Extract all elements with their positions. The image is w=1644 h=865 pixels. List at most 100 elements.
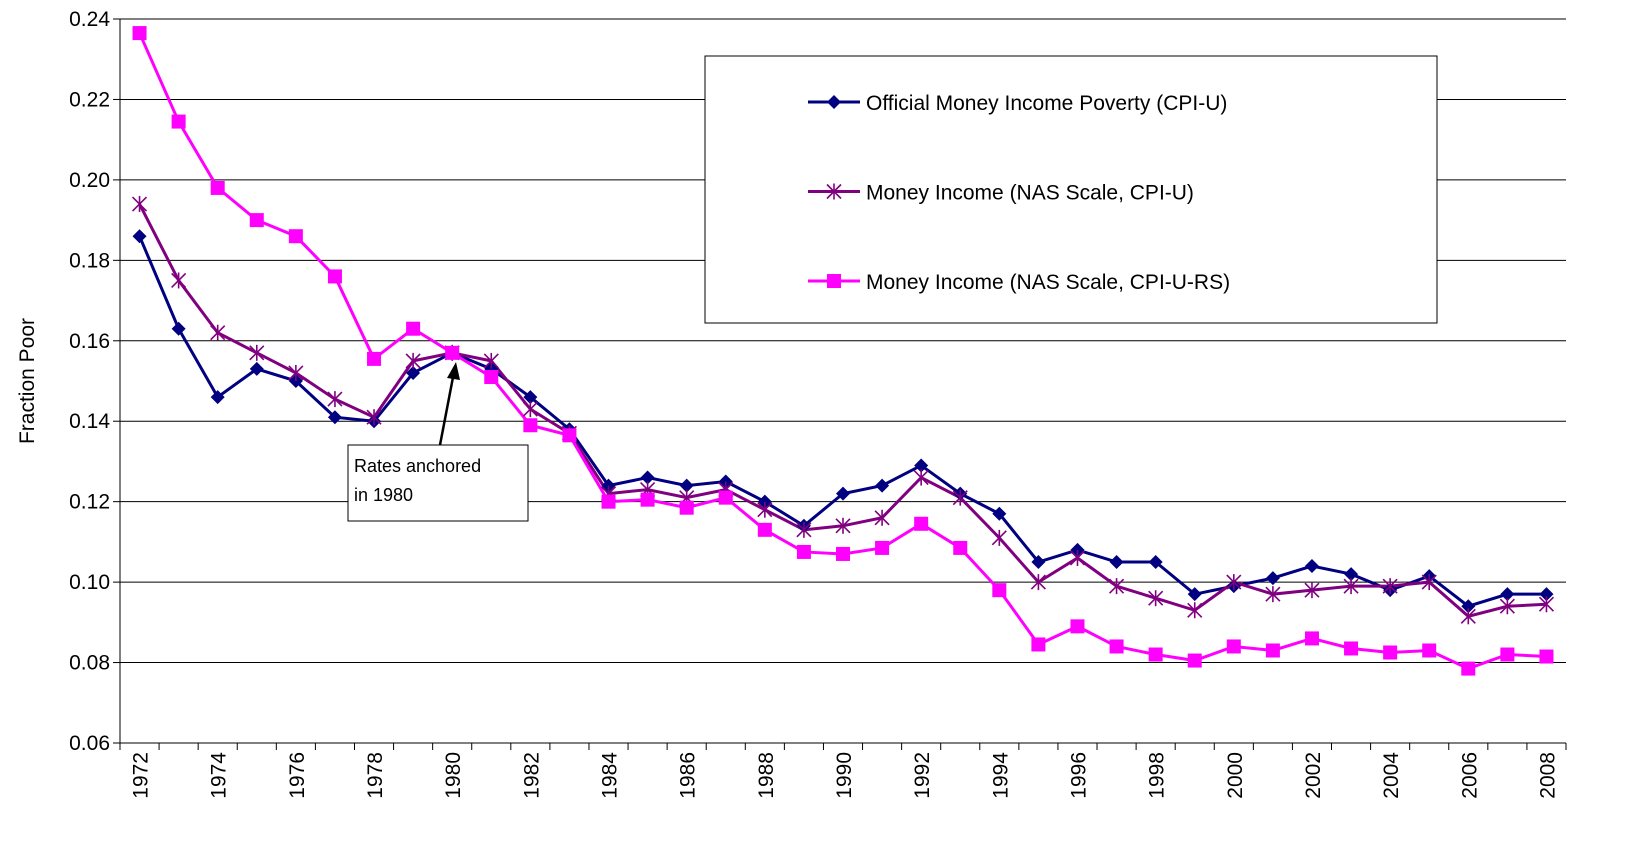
marker — [875, 540, 890, 555]
marker — [1265, 586, 1281, 603]
y-tick-label: 0.22 — [69, 88, 110, 111]
marker — [718, 490, 733, 505]
marker — [327, 391, 343, 408]
marker — [874, 509, 890, 526]
y-tick-label: 0.20 — [69, 169, 110, 192]
marker — [1344, 567, 1359, 582]
marker — [1148, 590, 1164, 607]
marker — [796, 521, 812, 538]
legend-marker — [826, 183, 842, 200]
x-tick-label: 1982 — [520, 752, 543, 799]
marker — [1343, 578, 1359, 595]
y-tick-label: 0.24 — [69, 8, 110, 31]
marker — [992, 583, 1007, 598]
marker — [210, 324, 226, 341]
x-tick-label: 2008 — [1536, 752, 1559, 799]
marker — [1539, 587, 1554, 602]
marker — [1030, 574, 1046, 591]
marker — [327, 269, 342, 284]
marker — [640, 492, 655, 507]
marker — [483, 352, 499, 369]
marker — [484, 369, 499, 384]
y-tick-label: 0.18 — [69, 249, 110, 272]
marker — [562, 428, 577, 443]
marker — [1031, 555, 1046, 569]
marker — [991, 529, 1007, 546]
marker — [757, 522, 772, 537]
marker — [1070, 619, 1085, 634]
marker — [1069, 549, 1086, 566]
marker — [366, 409, 382, 426]
marker — [1421, 574, 1437, 591]
annotation-box — [347, 444, 529, 522]
marker — [1031, 637, 1046, 652]
marker — [249, 344, 265, 361]
marker — [1344, 641, 1359, 656]
x-tick-label: 1988 — [755, 752, 778, 799]
marker — [1304, 582, 1320, 599]
marker — [914, 458, 929, 473]
marker — [992, 506, 1007, 521]
x-tick-label: 2006 — [1458, 752, 1481, 799]
marker — [1265, 571, 1280, 586]
marker — [1187, 602, 1203, 619]
marker — [131, 196, 148, 213]
marker — [1187, 587, 1202, 602]
marker — [1148, 555, 1163, 569]
marker — [210, 390, 225, 405]
marker — [640, 470, 655, 485]
marker — [836, 546, 850, 561]
annotation-arrow — [438, 371, 456, 446]
marker — [523, 418, 538, 433]
marker — [249, 213, 264, 228]
annotation-text: Rates anchored — [354, 456, 481, 476]
annotation: Rates anchored in 1980 — [347, 362, 529, 522]
marker — [1148, 647, 1163, 662]
marker — [1109, 578, 1125, 595]
legend-label: Money Income (NAS Scale, CPI-U) — [866, 182, 1194, 205]
y-tick-label: 0.14 — [69, 410, 110, 433]
marker — [249, 361, 264, 376]
x-tick-label: 1990 — [833, 752, 856, 799]
legend-label: Money Income (NAS Scale, CPI-U-RS) — [866, 271, 1230, 294]
marker — [796, 544, 811, 559]
marker — [210, 180, 225, 195]
marker — [367, 351, 382, 366]
y-tick-label: 0.16 — [69, 330, 110, 353]
marker — [1539, 649, 1554, 664]
marker — [679, 500, 694, 515]
marker — [523, 390, 538, 405]
marker — [953, 540, 968, 555]
marker — [1461, 661, 1476, 676]
marker — [1382, 578, 1398, 595]
marker — [405, 352, 421, 369]
marker — [1265, 643, 1280, 658]
x-tick-label: 1992 — [911, 752, 934, 799]
legend-marker — [827, 274, 841, 288]
y-tick-label: 0.08 — [69, 652, 110, 675]
x-tick-label: 1980 — [442, 752, 465, 799]
legend: Official Money Income Poverty (CPI-U) Mon… — [704, 55, 1438, 324]
x-tick-label: 1998 — [1146, 752, 1169, 799]
marker — [1304, 631, 1319, 646]
y-tick-label: 0.06 — [69, 732, 110, 755]
legend-marker — [827, 95, 841, 109]
annotation-arrowhead — [447, 362, 460, 380]
x-tick-label: 2004 — [1380, 752, 1403, 799]
marker — [171, 321, 186, 336]
x-tick-label: 2002 — [1302, 752, 1325, 799]
marker — [1226, 574, 1242, 591]
marker — [1383, 645, 1398, 660]
marker — [679, 478, 694, 493]
annotation-text: in 1980 — [354, 485, 413, 505]
marker — [288, 229, 303, 244]
legend-label: Official Money Income Poverty (CPI-U) — [866, 92, 1227, 115]
marker — [757, 501, 773, 518]
marker — [1109, 555, 1124, 569]
x-tick-label: 1976 — [286, 752, 309, 799]
marker — [327, 410, 342, 425]
x-tick-label: 1994 — [989, 752, 1012, 799]
marker — [1304, 559, 1319, 574]
y-tick-label: 0.10 — [69, 571, 110, 594]
